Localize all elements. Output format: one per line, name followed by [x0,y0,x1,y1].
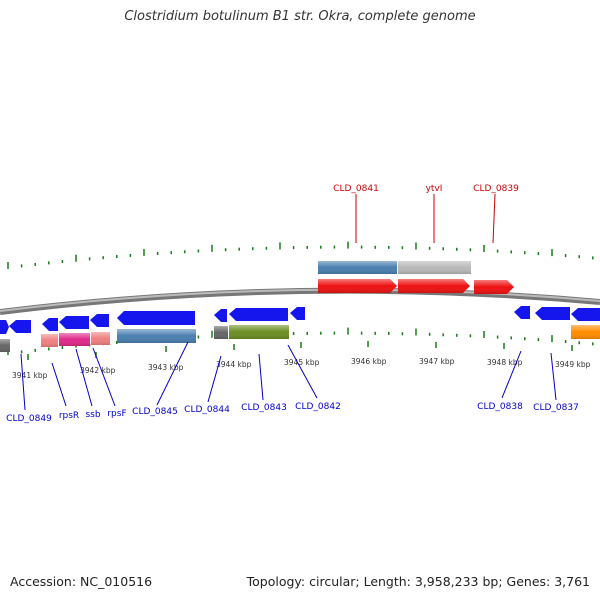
page-title: Clostridium botulinum B1 str. Okra, comp… [124,9,476,24]
cds-arrow-cld-0845[interactable] [117,311,195,325]
genome-backbone [0,287,600,315]
scale-labels: 3941 kbp 3942 kbp 3943 kbp 3944 kbp 3945… [12,341,591,380]
cds-arrow-rpsF[interactable] [90,314,109,327]
cds-arrow-cld-0838[interactable] [514,306,530,319]
scale-label: 3947 kbp [419,357,455,366]
scale-label: 3946 kbp [351,357,387,366]
gene-label-ytvi[interactable]: ytvI [426,184,443,194]
scale-label: 3944 kbp [216,360,252,369]
accession-text: Accession: NC_010516 [10,574,153,589]
cds-arrow-next[interactable] [571,308,600,321]
gene-label-cld-0841[interactable]: CLD_0841 [333,184,379,194]
reverse-gene-labels: CLD_0849 rpsR ssb rpsF CLD_0845 CLD_0844… [6,341,579,424]
gene-label-cld-0844[interactable]: CLD_0844 [184,405,230,415]
upper-tick-marks [7,241,594,269]
gene-label-cld-0837[interactable]: CLD_0837 [533,403,579,413]
cds-arrow-cld-0849-left[interactable] [0,320,9,334]
cds-arrow-cld-0843[interactable] [229,308,288,321]
gene-label-rpsR[interactable]: rpsR [59,411,79,421]
scale-label: 3949 kbp [555,360,591,369]
cds-arrow-cld-0849[interactable] [9,320,31,333]
scale-label: 3941 kbp [12,371,48,380]
cds-arrow-ssb[interactable] [59,316,89,329]
reverse-features [0,306,600,352]
gene-label-cld-0839[interactable]: CLD_0839 [473,184,519,194]
scale-label: 3942 kbp [80,366,116,375]
genome-summary-text: Topology: circular; Length: 3,958,233 bp… [246,574,590,589]
gene-label-cld-0843[interactable]: CLD_0843 [241,403,287,413]
forward-gene-labels: CLD_0841 ytvI CLD_0839 [333,184,519,244]
gene-label-cld-0845[interactable]: CLD_0845 [132,407,178,417]
cds-arrow-rpsR[interactable] [42,318,58,331]
scale-label: 3943 kbp [148,363,184,372]
forward-features [318,261,514,294]
gene-label-cld-0849[interactable]: CLD_0849 [6,414,52,424]
gene-label-ssb[interactable]: ssb [85,410,100,420]
gene-label-cld-0838[interactable]: CLD_0838 [477,402,523,412]
cds-arrow-cld-0842[interactable] [290,307,305,320]
scale-label: 3948 kbp [487,358,523,367]
cds-arrow-cld-0844[interactable] [214,309,227,322]
scale-label: 3945 kbp [284,358,320,367]
gene-label-cld-0842[interactable]: CLD_0842 [295,402,341,412]
gene-label-rpsF[interactable]: rpsF [107,409,126,419]
cds-arrow-cld-0837[interactable] [535,307,570,320]
